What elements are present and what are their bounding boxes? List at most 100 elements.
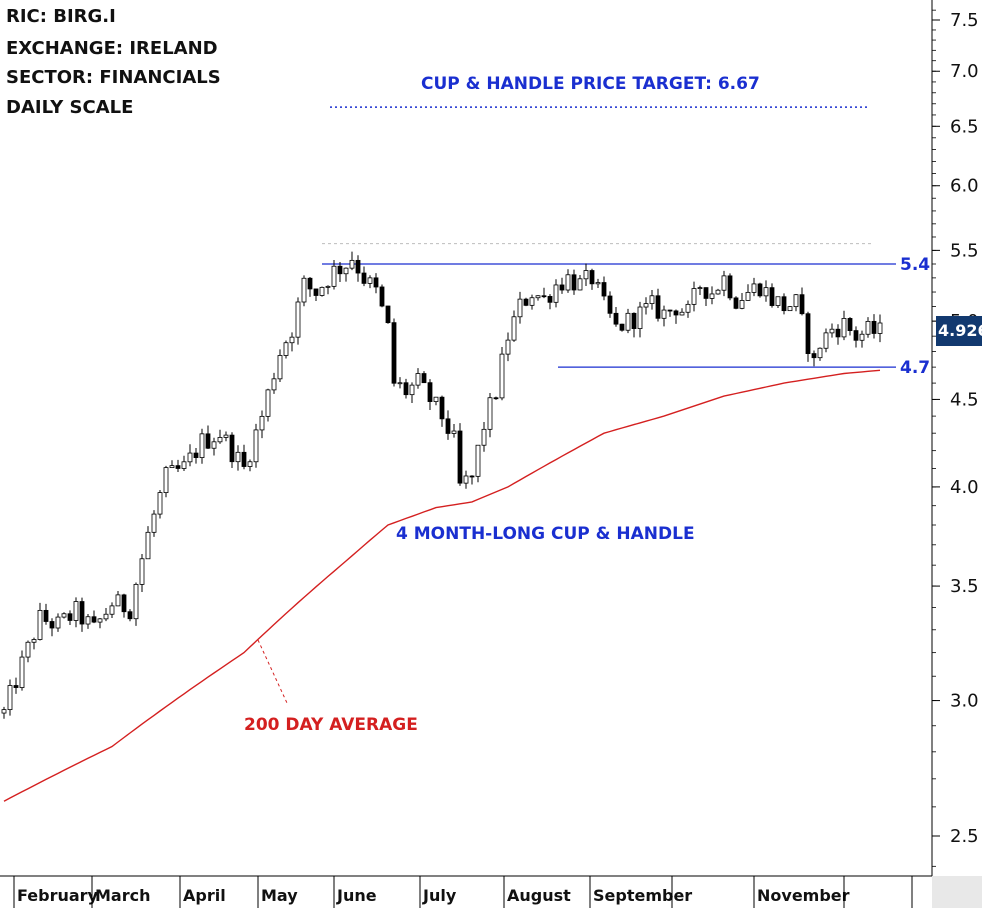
ric-label: RIC: BIRG.I: [6, 6, 116, 27]
candle: [115, 591, 121, 607]
y-tick-label: 6.0: [950, 176, 979, 197]
candle: [409, 382, 415, 404]
candle: [865, 317, 871, 338]
candle: [439, 395, 445, 427]
x-tick-label: April: [183, 886, 226, 905]
candle: [85, 613, 91, 629]
candle: [565, 269, 571, 293]
candle: [679, 308, 685, 316]
candle: [505, 332, 511, 362]
exchange-label: EXCHANGE: IRELAND: [6, 38, 218, 59]
candle: [67, 610, 73, 625]
candle: [91, 610, 97, 624]
scale-label: DAILY SCALE: [6, 97, 134, 118]
x-tick-label: February: [17, 886, 99, 905]
x-tick-label: March: [95, 886, 150, 905]
candle: [835, 324, 841, 345]
candle: [415, 368, 421, 389]
candle: [367, 275, 373, 289]
candle: [361, 266, 367, 287]
candle: [667, 309, 673, 317]
y-tick-label: 4.0: [950, 477, 979, 498]
candle: [37, 602, 43, 641]
x-tick-label: July: [422, 886, 457, 905]
candle: [187, 444, 193, 467]
candle: [235, 445, 241, 471]
candle: [295, 297, 301, 345]
candle: [385, 305, 391, 324]
candle: [559, 277, 565, 294]
candle: [445, 410, 451, 440]
candle: [517, 291, 523, 324]
candle: [373, 273, 379, 294]
candle: [661, 305, 667, 327]
candle: [199, 428, 205, 464]
candle: [655, 288, 661, 322]
candle: [289, 332, 295, 352]
candle: [193, 448, 199, 464]
candle: [613, 306, 619, 327]
candle: [469, 475, 475, 485]
candle: [271, 372, 277, 394]
candle: [307, 277, 313, 297]
candle: [799, 287, 805, 316]
candle: [547, 294, 553, 310]
candle: [859, 330, 865, 348]
candle: [379, 284, 385, 308]
candle: [313, 288, 319, 301]
candle: [625, 308, 631, 334]
candles-layer: [1, 251, 883, 719]
candle: [133, 582, 139, 626]
candle: [283, 340, 289, 359]
candle: [619, 323, 625, 332]
y-tick-label: 6.5: [950, 116, 979, 137]
candle: [727, 273, 733, 301]
candle: [745, 284, 751, 301]
candle: [253, 423, 259, 468]
candle: [145, 526, 151, 560]
candle: [631, 312, 637, 338]
candle: [829, 323, 835, 338]
candle: [481, 422, 487, 452]
y-tick-label: 7.5: [950, 10, 979, 31]
candle: [463, 470, 469, 489]
candle: [181, 455, 187, 472]
candle: [277, 349, 283, 383]
y-axis: 2.53.03.54.04.55.05.56.06.57.07.5: [932, 9, 979, 867]
y-tick-label: 4.5: [950, 389, 979, 410]
candle: [601, 276, 607, 301]
x-tick-label: November: [757, 886, 850, 905]
candle: [739, 292, 745, 310]
candle: [673, 309, 679, 324]
candle: [499, 347, 505, 401]
candle: [433, 396, 439, 406]
y-tick-label: 5.5: [950, 240, 979, 261]
candle: [421, 371, 427, 384]
candle: [265, 388, 271, 422]
candle: [817, 347, 823, 361]
candle: [103, 608, 109, 622]
candle: [475, 444, 481, 483]
candle: [127, 609, 133, 622]
candle: [571, 269, 577, 295]
candle: [535, 295, 541, 301]
candle: [43, 603, 49, 625]
candle: [331, 259, 337, 290]
y-tick-label: 7.0: [950, 61, 979, 82]
candle: [637, 301, 643, 338]
candle: [79, 597, 85, 632]
candle: [793, 293, 799, 312]
candle: [589, 268, 595, 290]
candle: [427, 379, 433, 410]
candle: [355, 255, 361, 282]
candle: [709, 286, 715, 305]
level-lines: 5.4 4.7: [322, 255, 930, 378]
candle: [55, 613, 61, 632]
candle: [247, 459, 253, 472]
candle: [751, 277, 757, 297]
candle: [97, 618, 103, 629]
candle: [607, 291, 613, 318]
candle: [343, 267, 349, 282]
candle: [211, 437, 217, 456]
